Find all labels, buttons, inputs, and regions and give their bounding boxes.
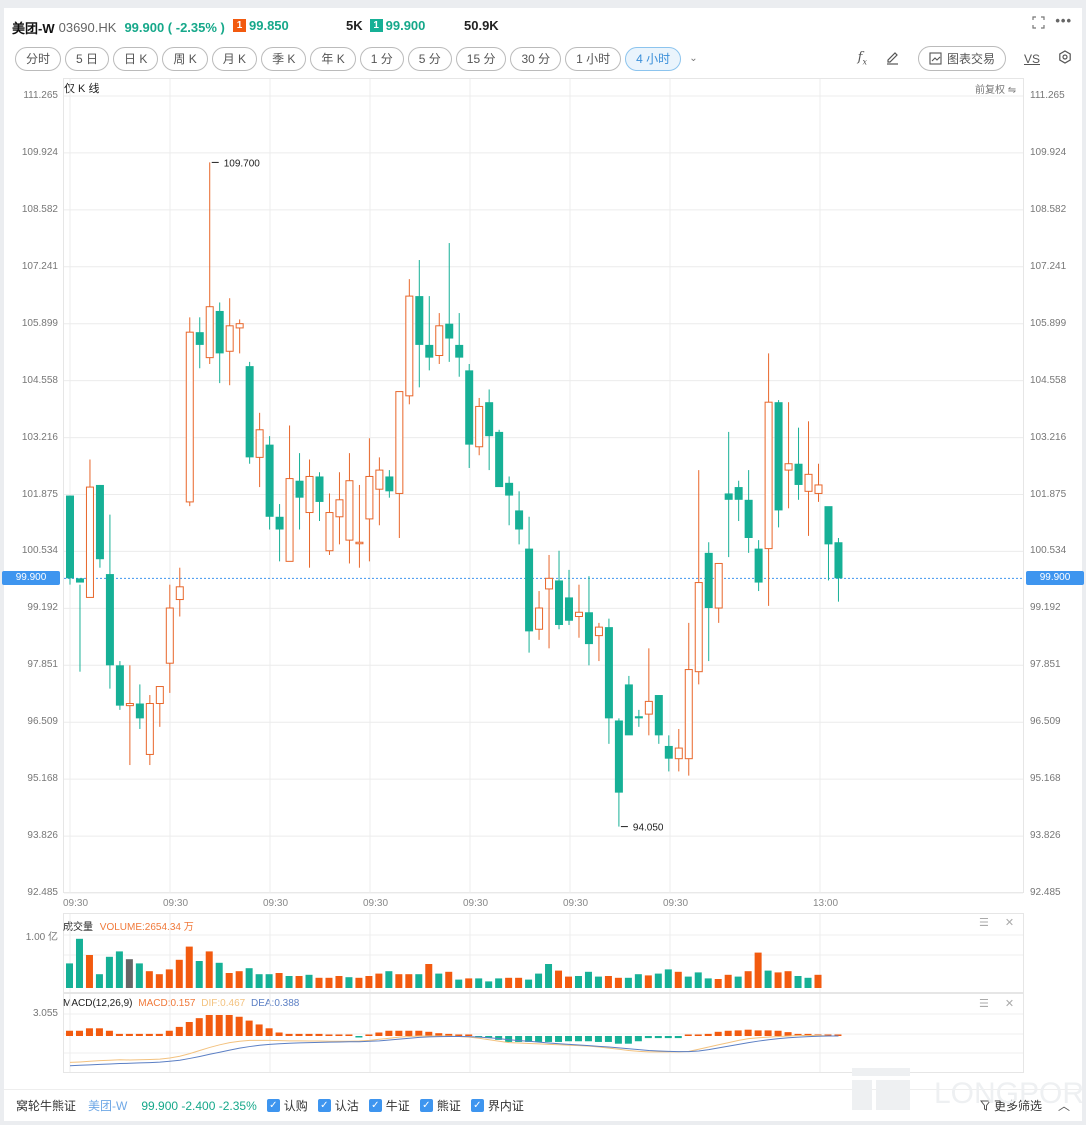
price-tick-label: 107.241 (1030, 261, 1066, 272)
price-tick-label: 101.875 (1030, 489, 1066, 500)
price-tick-label: 96.509 (1030, 716, 1061, 727)
warrant-filter-checkbox[interactable]: ✓ 认沽 (318, 1097, 359, 1114)
warrants-underlying[interactable]: 美团-W (88, 1097, 127, 1114)
more-filters-button[interactable]: 更多筛选 (980, 1097, 1042, 1114)
warrant-filters: ✓ 认购 ✓ 认沽 ✓ 牛证 ✓ 熊证 ✓ 界内证 (257, 1097, 524, 1114)
price-tick-label: 108.582 (0, 204, 58, 215)
price-tick-label: 105.899 (1030, 318, 1066, 329)
filter-label: 界内证 (488, 1097, 524, 1114)
price-tick-label: 92.485 (1030, 887, 1061, 898)
time-tick-label: 13:00 (813, 898, 838, 909)
svg-text:109.700: 109.700 (224, 158, 261, 169)
collapse-chevron-icon[interactable]: ︿ (1058, 1097, 1070, 1114)
filter-icon (980, 1100, 991, 1111)
time-tick-label: 09:30 (463, 898, 488, 909)
price-tick-label: 103.216 (1030, 432, 1066, 443)
warrant-filter-checkbox[interactable]: ✓ 认购 (267, 1097, 308, 1114)
price-tick-label: 108.582 (1030, 204, 1066, 215)
price-tick-label: 97.851 (1030, 659, 1061, 670)
time-tick-label: 09:30 (563, 898, 588, 909)
price-tick-label: 101.875 (0, 489, 58, 500)
checkbox-checked-icon: ✓ (420, 1099, 433, 1112)
price-tick-label: 100.534 (1030, 545, 1066, 556)
warrant-filter-checkbox[interactable]: ✓ 牛证 (369, 1097, 410, 1114)
more-filters-label: 更多筛选 (994, 1097, 1042, 1114)
last-price-tag-right: 99.900 (1026, 571, 1084, 585)
checkbox-checked-icon: ✓ (369, 1099, 382, 1112)
price-tick-label: 104.558 (1030, 375, 1066, 386)
filter-label: 认购 (284, 1097, 308, 1114)
checkbox-checked-icon: ✓ (318, 1099, 331, 1112)
price-tick-label: 99.192 (1030, 602, 1061, 613)
warrants-quote: 99.900 -2.400 -2.35% (141, 1099, 256, 1113)
filter-label: 认沽 (335, 1097, 359, 1114)
price-tick-label: 93.826 (0, 830, 58, 841)
time-tick-label: 09:30 (163, 898, 188, 909)
price-tick-label: 105.899 (0, 318, 58, 329)
chart-canvas: 109.700 94.050 (0, 0, 1086, 1090)
checkbox-checked-icon: ✓ (267, 1099, 280, 1112)
time-tick-label: 09:30 (363, 898, 388, 909)
last-price-tag-left: 99.900 (2, 571, 60, 585)
filter-label: 熊证 (437, 1097, 461, 1114)
warrant-filter-checkbox[interactable]: ✓ 界内证 (471, 1097, 524, 1114)
price-tick-label: 100.534 (0, 545, 58, 556)
price-tick-label: 96.509 (0, 716, 58, 727)
price-tick-label: 109.924 (1030, 147, 1066, 158)
price-tick-label: 95.168 (0, 773, 58, 784)
price-tick-label: 92.485 (0, 887, 58, 898)
warrants-title: 窝轮牛熊证 (16, 1097, 76, 1114)
warrants-bar: 窝轮牛熊证 美团-W 99.900 -2.400 -2.35% ✓ 认购 ✓ 认沽 ✓ 牛… (4, 1089, 1082, 1121)
price-tick-label: 111.265 (0, 90, 58, 101)
price-tick-label: 97.851 (0, 659, 58, 670)
time-tick-label: 09:30 (263, 898, 288, 909)
filter-label: 牛证 (386, 1097, 410, 1114)
price-tick-label: 109.924 (0, 147, 58, 158)
price-tick-label: 111.265 (1030, 90, 1065, 101)
svg-text:94.050: 94.050 (633, 823, 664, 834)
price-tick-label: 107.241 (0, 261, 58, 272)
price-tick-label: 103.216 (0, 432, 58, 443)
price-tick-label: 95.168 (1030, 773, 1061, 784)
time-tick-label: 09:30 (63, 898, 88, 909)
price-tick-label: 104.558 (0, 375, 58, 386)
warrant-filter-checkbox[interactable]: ✓ 熊证 (420, 1097, 461, 1114)
checkbox-checked-icon: ✓ (471, 1099, 484, 1112)
price-tick-label: 93.826 (1030, 830, 1061, 841)
time-tick-label: 09:30 (663, 898, 688, 909)
price-tick-label: 99.192 (0, 602, 58, 613)
